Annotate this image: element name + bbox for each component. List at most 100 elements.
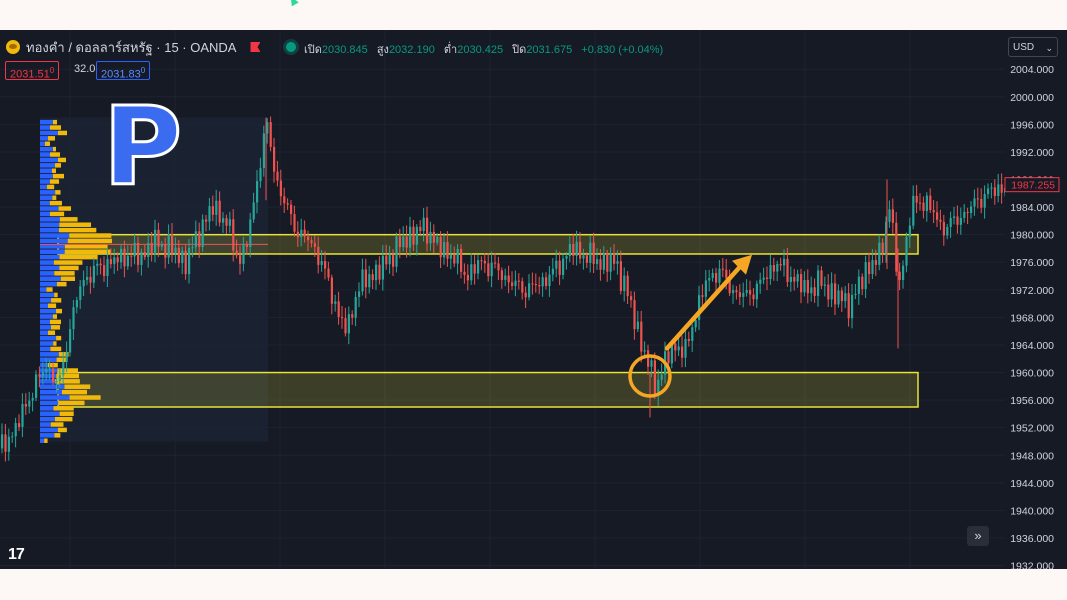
volume-profile-bar-sell <box>49 211 65 217</box>
candle-body <box>871 260 874 275</box>
candle-body <box>650 360 653 367</box>
candle-body <box>745 290 748 294</box>
candle-body <box>470 264 473 281</box>
price-axis-tick-label: 1952.000 <box>1010 423 1054 435</box>
candle-body <box>130 255 133 257</box>
volume-profile-bar-sell <box>69 233 112 238</box>
candle-body <box>861 276 864 290</box>
scroll-to-realtime-button[interactable]: » <box>967 526 989 546</box>
candle-body <box>273 146 276 172</box>
candle-body <box>252 202 255 220</box>
candle-body <box>69 329 72 353</box>
candle-body <box>623 275 626 291</box>
volume-profile-bar-buy <box>40 184 48 190</box>
candle-body <box>864 262 867 290</box>
candle-body <box>113 257 116 264</box>
candle-body <box>609 253 612 272</box>
volume-profile-bar-sell <box>54 271 75 276</box>
candle-body <box>616 261 619 264</box>
candle-body <box>966 211 969 213</box>
candle-body <box>456 248 459 264</box>
candle-body <box>701 295 704 297</box>
candle-body <box>7 436 10 452</box>
buy-price-button[interactable]: 2031.830 <box>96 61 151 81</box>
candle-body <box>565 256 568 259</box>
candle-body <box>738 292 741 297</box>
chart-window[interactable]: 2004.0002000.0001996.0001992.0001988.000… <box>0 30 1067 569</box>
candle-body <box>106 259 109 277</box>
candle-body <box>167 234 170 258</box>
volume-profile-bar-buy <box>40 179 51 184</box>
symbol-title[interactable]: ทองคำ / ดอลลาร์สหรัฐ · 15 · OANDA <box>26 39 237 55</box>
volume-profile-bar-buy <box>40 411 60 416</box>
volume-profile-bar-sell <box>53 406 74 411</box>
price-axis-tick-label: 1980.000 <box>1010 230 1054 242</box>
candle-body <box>834 283 837 305</box>
candle-body <box>912 195 915 226</box>
volume-profile-bar-buy <box>40 141 45 146</box>
price-axis <box>1005 30 1067 569</box>
candle-body <box>990 187 993 189</box>
candle-body <box>494 262 497 264</box>
candle-body <box>997 184 1000 196</box>
candle-body <box>361 269 364 292</box>
price-axis-tick-label: 1956.000 <box>1010 395 1054 407</box>
flag-icon[interactable] <box>250 42 261 52</box>
candle-body <box>371 274 374 281</box>
volume-profile-bar-sell <box>56 373 79 379</box>
chevron-down-icon: ⌄ <box>1045 43 1053 53</box>
candle-body <box>596 259 599 264</box>
candle-body <box>800 274 803 293</box>
candle-body <box>579 241 582 259</box>
candle-body <box>915 195 918 203</box>
volume-profile-bar-buy <box>40 173 54 179</box>
price-axis-tick-label: 2000.000 <box>1010 92 1054 104</box>
volume-profile-bar-sell <box>56 281 67 287</box>
candle-body <box>137 242 140 265</box>
candle-body <box>667 351 670 364</box>
candle-body <box>99 263 102 266</box>
candle-body <box>983 194 986 208</box>
volume-profile-bar-sell <box>59 222 92 227</box>
price-axis-tick-label: 1948.000 <box>1010 450 1054 462</box>
candle-body <box>898 271 901 281</box>
candle-body <box>429 231 432 244</box>
currency-select[interactable]: USD ⌄ <box>1008 37 1058 57</box>
volume-profile-bar-buy <box>40 395 70 400</box>
ask-sup: 0 <box>140 66 146 75</box>
volume-profile-bar-buy <box>40 330 49 335</box>
trend-arrow-line <box>664 264 743 351</box>
candle-body <box>75 300 78 308</box>
volume-profile-bar-buy <box>40 200 50 206</box>
candle-body <box>823 284 826 286</box>
candle-body <box>160 244 163 247</box>
sell-price-button[interactable]: 2031.510 <box>5 61 60 81</box>
candle-body <box>443 242 446 258</box>
volume-profile-bar-sell <box>64 244 108 249</box>
candle-body <box>511 282 514 286</box>
price-chart[interactable]: 2004.0002000.0001996.0001992.0001988.000… <box>0 30 1067 569</box>
volume-profile-bar-buy <box>40 206 59 211</box>
candle-body <box>728 278 731 294</box>
volume-profile-bar-sell <box>69 395 101 400</box>
candle-body <box>120 248 123 263</box>
candle-body <box>817 270 820 296</box>
candle-body <box>228 219 231 226</box>
candle-body <box>269 122 272 147</box>
candle-body <box>123 248 126 267</box>
bid-sup: 0 <box>49 66 55 75</box>
candle-body <box>932 210 935 213</box>
candle-body <box>154 229 157 255</box>
candle-body <box>313 243 316 247</box>
candle-body <box>378 264 381 280</box>
candle-body <box>708 278 711 281</box>
price-axis-tick-label: 1976.000 <box>1010 257 1054 269</box>
tradingview-logo[interactable]: 17 <box>8 546 25 563</box>
volume-profile-bar-buy <box>40 292 55 298</box>
candle-body <box>174 247 177 254</box>
candle-body <box>86 276 89 281</box>
candle-body <box>463 271 466 275</box>
candle-body <box>946 226 949 236</box>
candle-body <box>575 241 578 256</box>
candle-body <box>874 260 877 265</box>
